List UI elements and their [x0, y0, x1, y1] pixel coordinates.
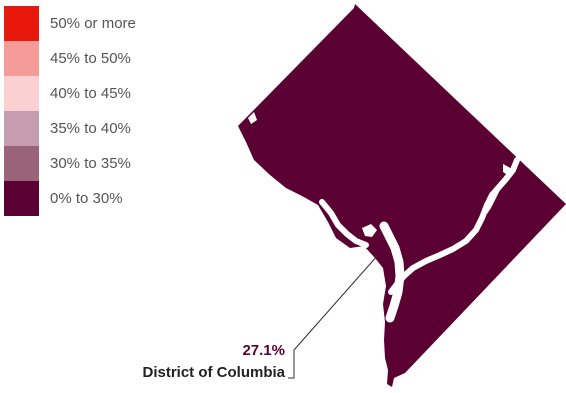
potomac-inlet	[319, 199, 369, 248]
legend-swatch	[4, 6, 39, 41]
tidal-basin	[362, 224, 377, 237]
legend-label: 40% to 45%	[50, 85, 131, 102]
legend-label: 50% or more	[50, 15, 136, 32]
legend-label: 30% to 35%	[50, 155, 131, 172]
anacostia-river	[388, 157, 520, 295]
river-water	[248, 112, 520, 323]
northwest-notch	[248, 112, 257, 124]
legend-label: 0% to 30%	[50, 190, 123, 207]
legend-label: 45% to 50%	[50, 50, 131, 67]
legend-swatch	[4, 181, 39, 216]
callout-leader-line	[288, 254, 379, 379]
legend-item-30-to-35: 30% to 35%	[4, 146, 136, 181]
legend-item-45-to-50: 45% to 50%	[4, 41, 136, 76]
legend-swatch	[4, 111, 39, 146]
potomac-channel	[379, 221, 405, 323]
northeast-notch	[503, 164, 514, 176]
legend-swatch	[4, 146, 39, 181]
region-name-label: District of Columbia	[142, 364, 285, 381]
legend-item-35-to-40: 35% to 40%	[4, 111, 136, 146]
legend-swatch	[4, 41, 39, 76]
region-district-of-columbia[interactable]	[238, 4, 566, 387]
legend-swatch	[4, 76, 39, 111]
region-value-label: 27.1%	[242, 342, 285, 359]
legend-item-0-to-30: 0% to 30%	[4, 181, 136, 216]
legend-item-40-to-45: 40% to 45%	[4, 76, 136, 111]
legend-item-50-or-more: 50% or more	[4, 6, 136, 41]
anacostia-island	[484, 186, 500, 214]
map-legend: 50% or more 45% to 50% 40% to 45% 35% to…	[4, 6, 136, 216]
legend-label: 35% to 40%	[50, 120, 131, 137]
